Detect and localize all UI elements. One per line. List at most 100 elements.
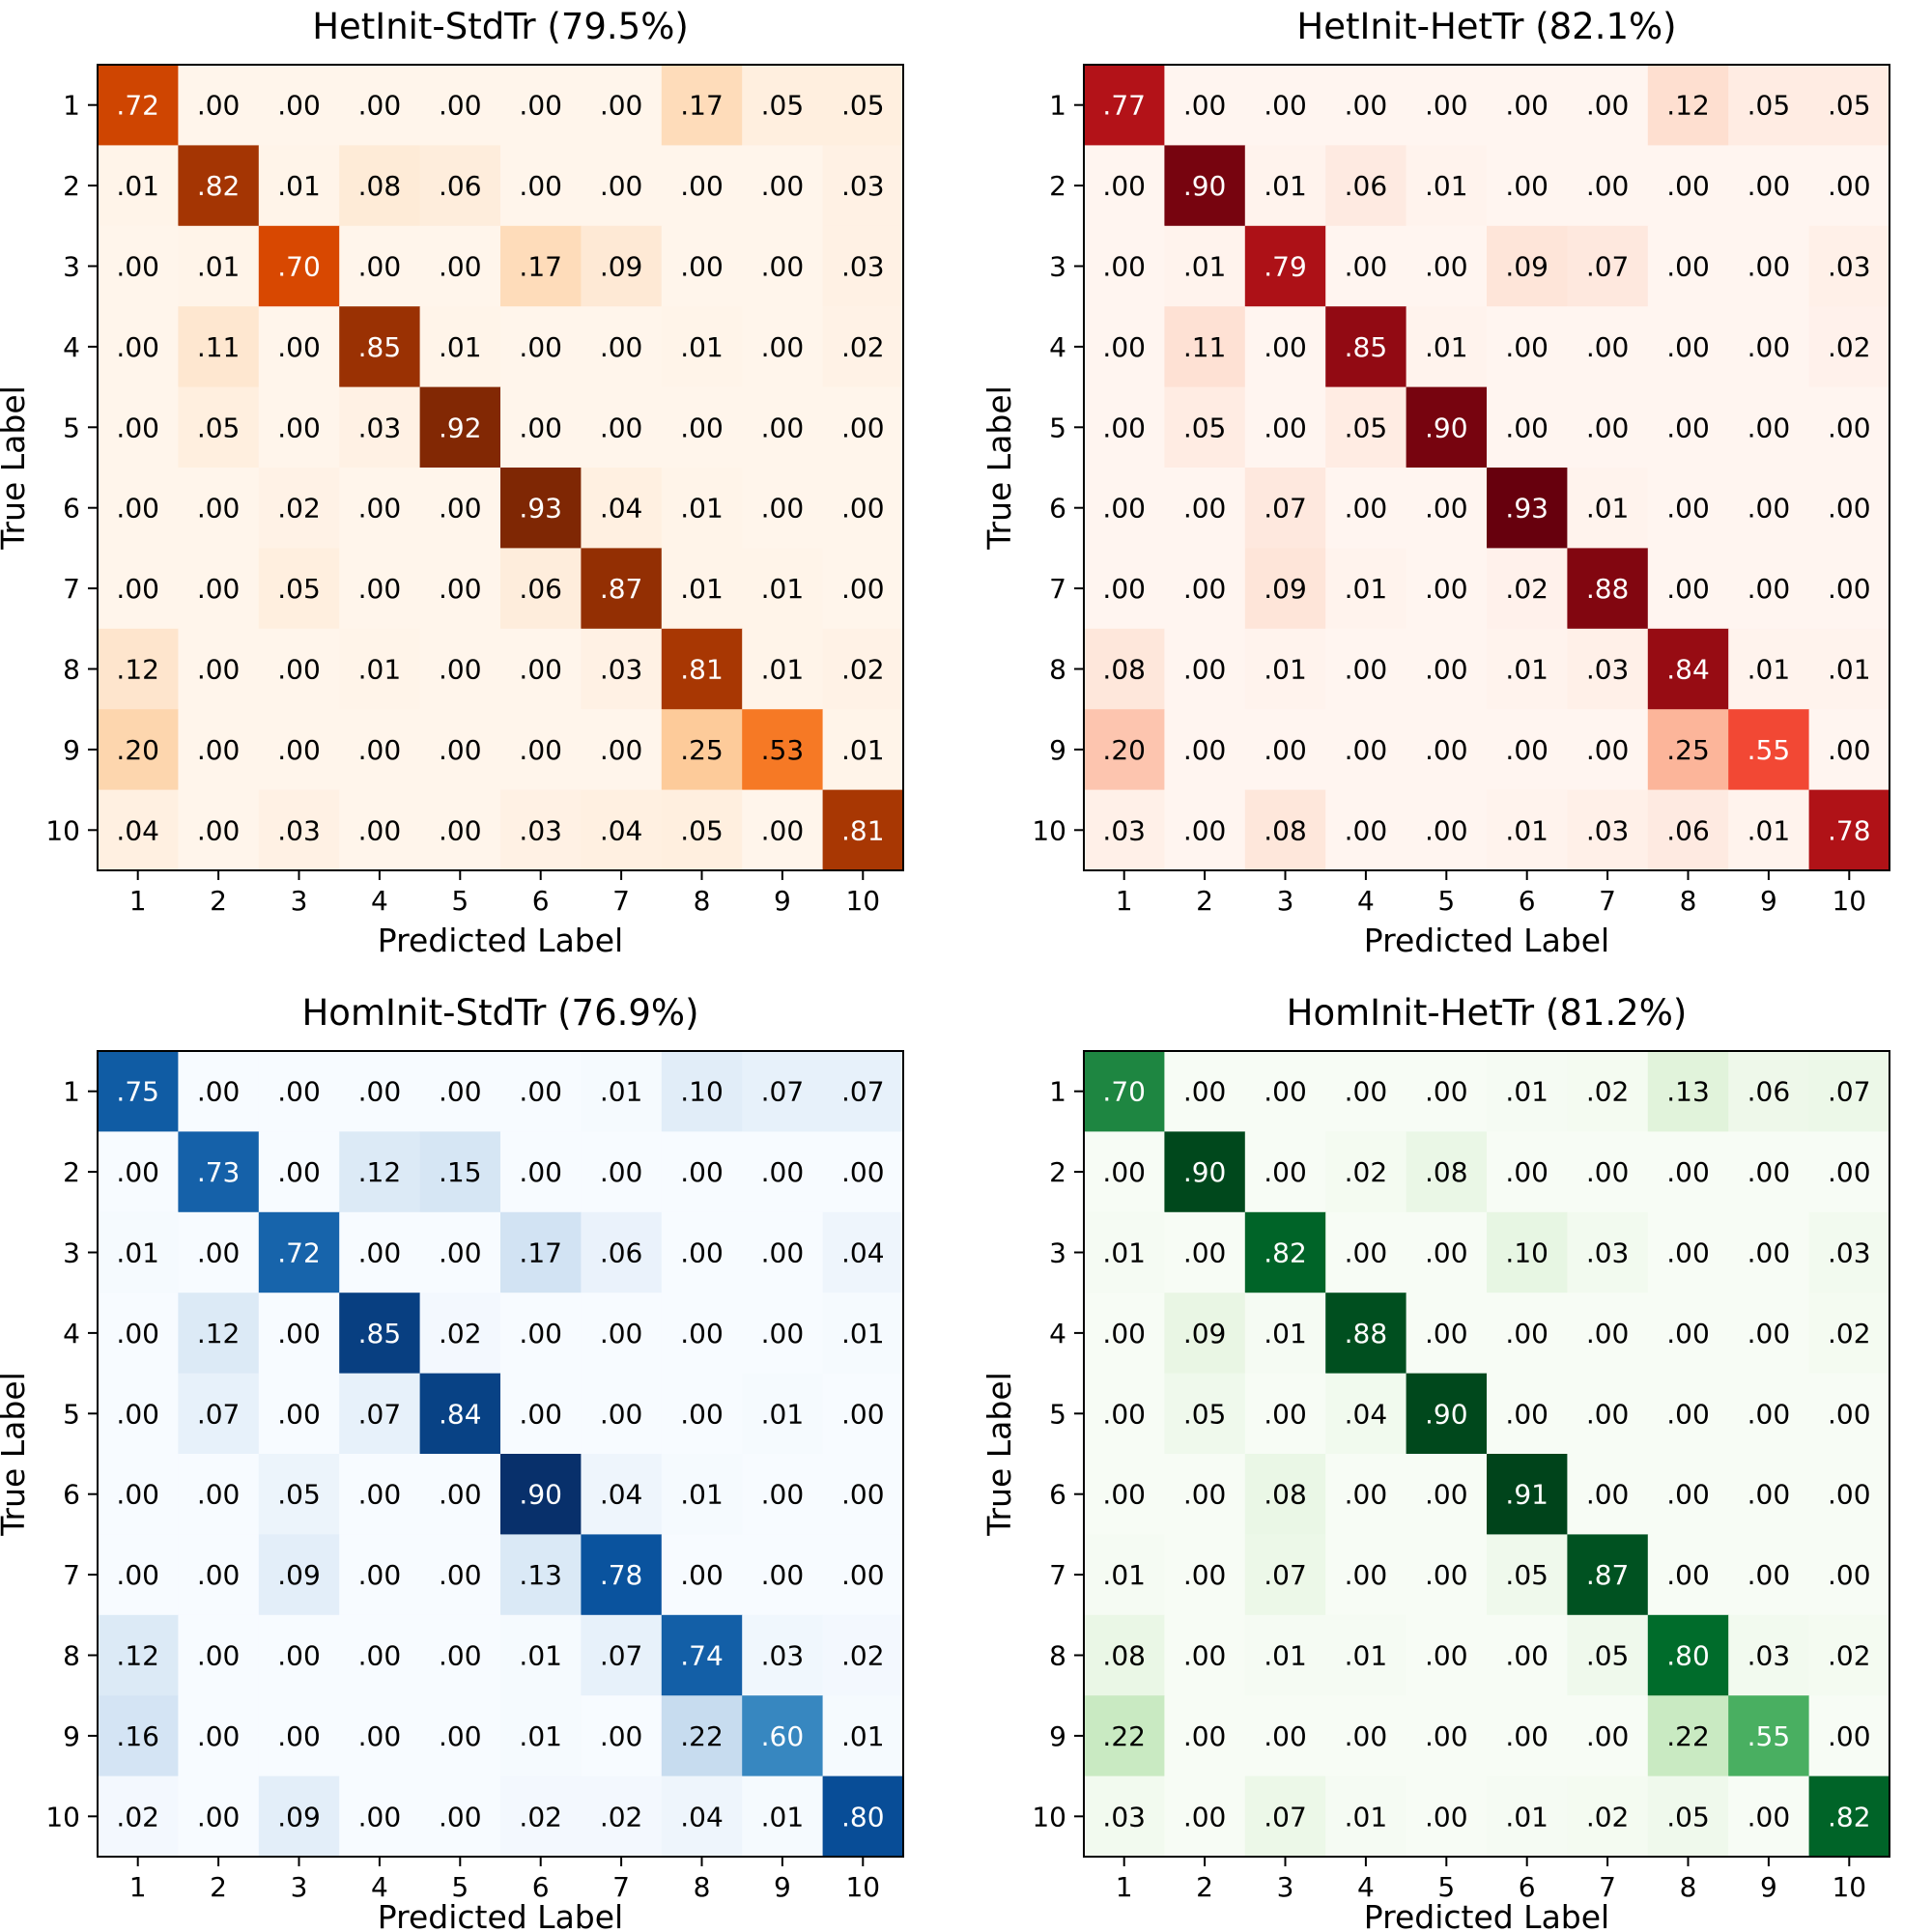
heatmap-cell xyxy=(1728,1454,1810,1535)
cell-value-label: .00 xyxy=(1183,1720,1227,1752)
heatmap-cell xyxy=(1164,1293,1246,1375)
cell-value-label: .00 xyxy=(1747,251,1791,283)
heatmap-cell xyxy=(339,468,421,549)
cell-value-label: .00 xyxy=(1505,734,1548,766)
heatmap-cell xyxy=(500,306,582,388)
heatmap-cell xyxy=(98,1695,179,1777)
heatmap-cell xyxy=(1244,548,1326,630)
cell-value-label: .01 xyxy=(1102,1559,1146,1591)
heatmap-cell xyxy=(1647,1373,1729,1455)
cell-value-label: .00 xyxy=(1666,1237,1710,1269)
cell-value-label: .02 xyxy=(116,1801,159,1833)
cell-value-label: .00 xyxy=(277,1398,321,1430)
y-tick-label: 3 xyxy=(1049,1237,1066,1269)
heatmap-cell xyxy=(500,1695,582,1777)
cell-value-label: .00 xyxy=(1505,170,1548,202)
heatmap-cell xyxy=(1084,65,1165,146)
cell-value-label: .00 xyxy=(1828,412,1871,443)
cell-value-label: .03 xyxy=(1747,1640,1791,1672)
heatmap-cell xyxy=(1567,1211,1649,1293)
heatmap-cell xyxy=(500,1373,582,1455)
heatmap-cell xyxy=(1406,1293,1488,1375)
heatmap-cell xyxy=(1728,1131,1810,1213)
y-tick-label: 9 xyxy=(63,1720,80,1752)
cell-value-label: .85 xyxy=(358,331,402,363)
heatmap-cell xyxy=(822,1695,904,1777)
cell-value-label: .00 xyxy=(1102,170,1146,202)
cell-value-label: .05 xyxy=(1828,90,1871,122)
cell-value-label: .00 xyxy=(600,1720,643,1752)
cell-value-label: .00 xyxy=(761,1318,805,1350)
heatmap-cell xyxy=(339,789,421,871)
heatmap-cell xyxy=(1325,709,1407,791)
cell-value-label: .00 xyxy=(1828,1559,1871,1591)
heatmap-cell xyxy=(1084,1293,1165,1375)
heatmap-cell xyxy=(1244,1534,1326,1616)
cell-value-label: .09 xyxy=(277,1801,321,1833)
x-tick-label: 6 xyxy=(532,885,550,917)
cell-value-label: .00 xyxy=(1425,1237,1468,1269)
y-axis-label: True Label xyxy=(980,385,1018,551)
heatmap-cell xyxy=(822,145,904,227)
heatmap-cell xyxy=(581,709,663,791)
cell-value-label: .01 xyxy=(1183,251,1227,283)
x-tick-label: 10 xyxy=(845,885,880,917)
cell-value-label: .55 xyxy=(1747,1720,1791,1752)
cell-value-label: .04 xyxy=(600,493,643,525)
cell-value-label: .00 xyxy=(439,1076,482,1108)
cell-value-label: .01 xyxy=(1264,654,1307,686)
cell-value-label: .00 xyxy=(1505,412,1548,443)
cell-value-label: .00 xyxy=(1747,1318,1791,1350)
heatmap-cell xyxy=(1808,1131,1890,1213)
cell-value-label: .00 xyxy=(358,1801,402,1833)
cell-value-label: .00 xyxy=(680,251,724,283)
cell-value-label: .22 xyxy=(1102,1720,1146,1752)
heatmap-cell xyxy=(1164,1776,1246,1858)
cell-value-label: .60 xyxy=(761,1720,805,1752)
heatmap-cell xyxy=(1406,1695,1488,1777)
heatmap-cell xyxy=(500,789,582,871)
heatmap-cell xyxy=(581,628,663,710)
heatmap-cell xyxy=(500,145,582,227)
cell-value-label: .25 xyxy=(1666,734,1710,766)
heatmap-cell xyxy=(742,789,824,871)
heatmap-cell xyxy=(822,548,904,630)
heatmap-cell xyxy=(500,468,582,549)
heatmap-cell xyxy=(1084,145,1165,227)
cell-value-label: .01 xyxy=(1345,1801,1388,1833)
heatmap-cell xyxy=(1406,225,1488,307)
cell-value-label: .00 xyxy=(519,1156,562,1188)
cell-value-label: .00 xyxy=(1505,1640,1548,1672)
heatmap-cell xyxy=(1728,1293,1810,1375)
heatmap-cell xyxy=(1647,306,1729,388)
heatmap-cell xyxy=(178,1776,260,1858)
cell-value-label: .01 xyxy=(761,573,805,605)
heatmap-cell xyxy=(742,468,824,549)
cell-value-label: .03 xyxy=(1828,251,1871,283)
cell-value-label: .00 xyxy=(1345,90,1388,122)
y-tick-label: 9 xyxy=(1049,1720,1066,1752)
heatmap-cell xyxy=(661,1211,743,1293)
cell-value-label: .01 xyxy=(197,251,241,283)
cell-value-label: .00 xyxy=(1183,1801,1227,1833)
y-tick-label: 2 xyxy=(1049,170,1066,202)
heatmap-cell xyxy=(258,145,340,227)
heatmap-cell xyxy=(1808,145,1890,227)
heatmap-cell xyxy=(822,468,904,549)
heatmap-cell xyxy=(581,1454,663,1535)
heatmap-cell xyxy=(258,628,340,710)
cell-value-label: .00 xyxy=(358,1479,402,1511)
cell-value-label: .00 xyxy=(277,331,321,363)
cell-value-label: .00 xyxy=(761,1156,805,1188)
cell-value-label: .00 xyxy=(841,1559,885,1591)
heatmap-cell xyxy=(581,789,663,871)
cell-value-label: .00 xyxy=(358,1076,402,1108)
heatmap-cell xyxy=(822,1211,904,1293)
cell-value-label: .00 xyxy=(197,493,241,525)
heatmap-cell xyxy=(1647,1293,1729,1375)
cell-value-label: .00 xyxy=(841,573,885,605)
cell-value-label: .00 xyxy=(1345,1559,1388,1591)
heatmap-cell xyxy=(419,1131,501,1213)
heatmap-cell xyxy=(1406,65,1488,146)
cell-value-label: .07 xyxy=(1264,493,1307,525)
